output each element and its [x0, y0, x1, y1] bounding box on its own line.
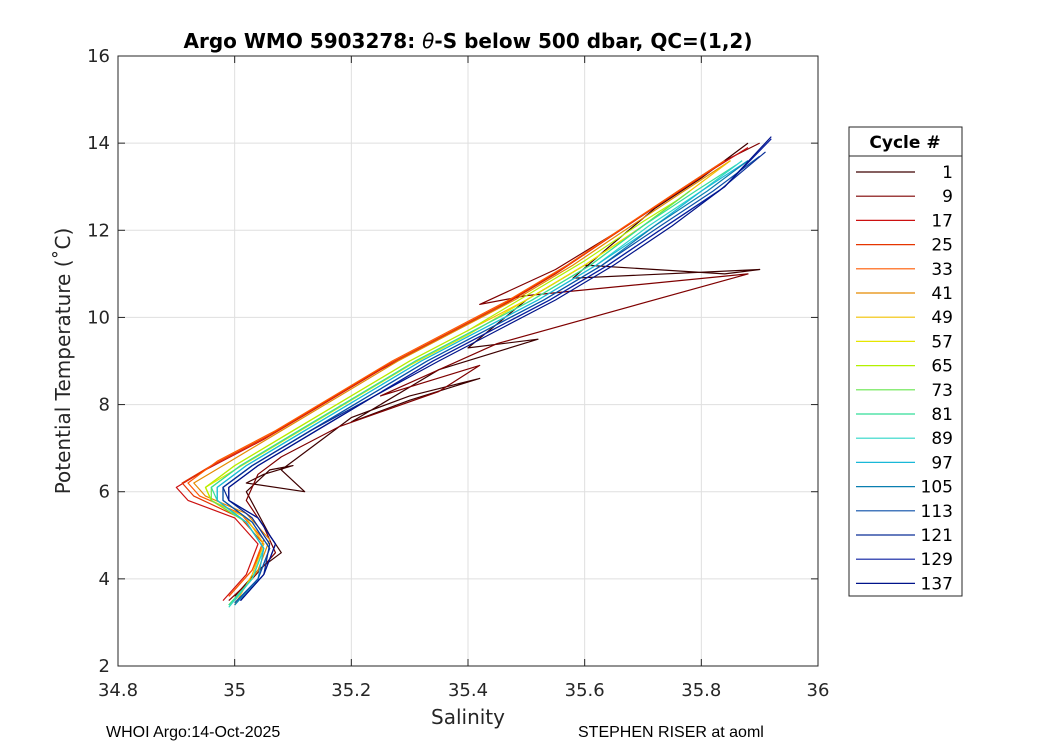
legend-entries: 1 9 17 25 33 41 49 57 65 73 81 89 97 105 113 121 129 137	[856, 163, 953, 594]
y-axis-ticks: 2 4 6 8 10 12 14 16	[87, 46, 818, 677]
legend: Cycle # 1 9 17 25 33 41 49 57 65 73 81 89 97 105 113 12…	[848, 126, 963, 597]
y-tick-label: 4	[99, 569, 110, 590]
legend-label: 41	[931, 284, 953, 304]
legend-label: 121	[921, 526, 953, 546]
legend-label: 105	[921, 478, 953, 498]
y-tick-label: 6	[99, 482, 110, 503]
series-line-cycle-97	[216, 160, 749, 606]
legend-label: 1	[942, 163, 953, 183]
legend-label: 137	[921, 574, 953, 594]
legend-label: 9	[942, 187, 953, 207]
x-tick-label: 35.4	[448, 680, 488, 701]
x-tick-label: 35.8	[681, 680, 721, 701]
footer-credit: STEPHEN RISER at aoml	[578, 724, 764, 741]
y-tick-label: 2	[99, 656, 110, 677]
legend-box	[848, 126, 963, 597]
legend-label: 73	[931, 381, 953, 401]
x-axis-ticks: 34.8 35 35.2 35.4 35.6 35.8 36	[98, 56, 829, 701]
legend-label: 17	[931, 211, 953, 231]
footer-source: WHOI Argo:14-Oct-2025	[106, 724, 281, 741]
legend-label: 113	[921, 502, 953, 522]
legend-label: 57	[931, 332, 953, 352]
y-tick-label: 14	[87, 133, 110, 154]
x-tick-label: 35.2	[331, 680, 371, 701]
chart-title: Argo WMO 5903278: θ-S below 500 dbar, QC…	[184, 29, 753, 53]
legend-label: 129	[921, 550, 953, 570]
x-axis-label: Salinity	[431, 705, 505, 729]
legend-label: 33	[931, 260, 953, 280]
legend-label: 25	[931, 236, 953, 256]
x-tick-label: 35	[223, 680, 246, 701]
series-line-cycle-1	[234, 142, 761, 597]
legend-label: 65	[931, 357, 953, 377]
series-line-cycle-137	[228, 136, 772, 601]
series-group	[175, 136, 772, 608]
y-tick-label: 10	[87, 307, 110, 328]
legend-label: 49	[931, 308, 953, 328]
y-tick-label: 8	[99, 395, 110, 416]
legend-label: 89	[931, 429, 953, 449]
legend-title: Cycle #	[869, 133, 940, 153]
y-tick-label: 12	[87, 220, 110, 241]
x-tick-label: 34.8	[98, 680, 138, 701]
y-tick-label: 16	[87, 46, 110, 67]
x-tick-label: 35.6	[565, 680, 605, 701]
y-axis-label: Potential Temperature (˚C)	[51, 228, 75, 495]
legend-label: 81	[931, 405, 953, 425]
legend-label: 97	[931, 453, 953, 473]
series-line-cycle-113	[222, 155, 761, 604]
x-tick-label: 36	[807, 680, 830, 701]
